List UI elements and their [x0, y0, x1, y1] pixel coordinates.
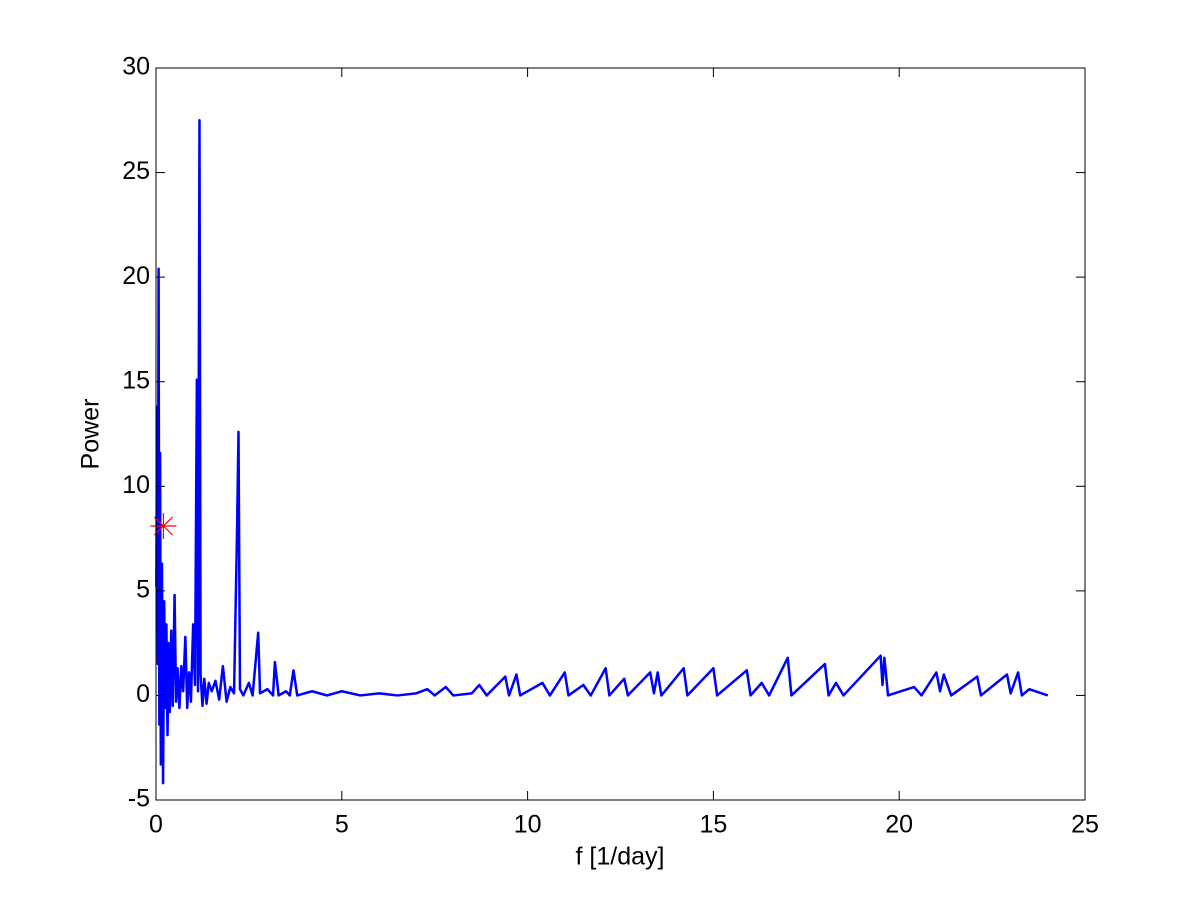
star-stroke	[153, 516, 173, 536]
y-tick-label: -5	[128, 785, 150, 813]
y-tick-label: 10	[122, 471, 150, 499]
x-tick-label: 5	[335, 811, 349, 839]
y-tick-label: 15	[122, 366, 150, 394]
y-tick-label: 20	[122, 262, 150, 290]
x-tick-label: 10	[514, 811, 542, 839]
data-line	[155, 119, 1049, 785]
star-marker	[150, 513, 177, 540]
y-tick-label: 0	[136, 680, 150, 708]
x-tick-label: 20	[885, 811, 913, 839]
x-tick-label: 0	[149, 811, 163, 839]
x-tick-label: 25	[1071, 811, 1099, 839]
y-tick-label: 5	[136, 575, 150, 603]
x-axis-label: f [1/day]	[576, 843, 665, 871]
y-tick-label: 25	[122, 157, 150, 185]
y-tick-label: 30	[122, 53, 150, 81]
axes-box	[155, 67, 1086, 801]
y-axis-label: Power	[77, 399, 105, 470]
x-tick-label: 15	[699, 811, 727, 839]
